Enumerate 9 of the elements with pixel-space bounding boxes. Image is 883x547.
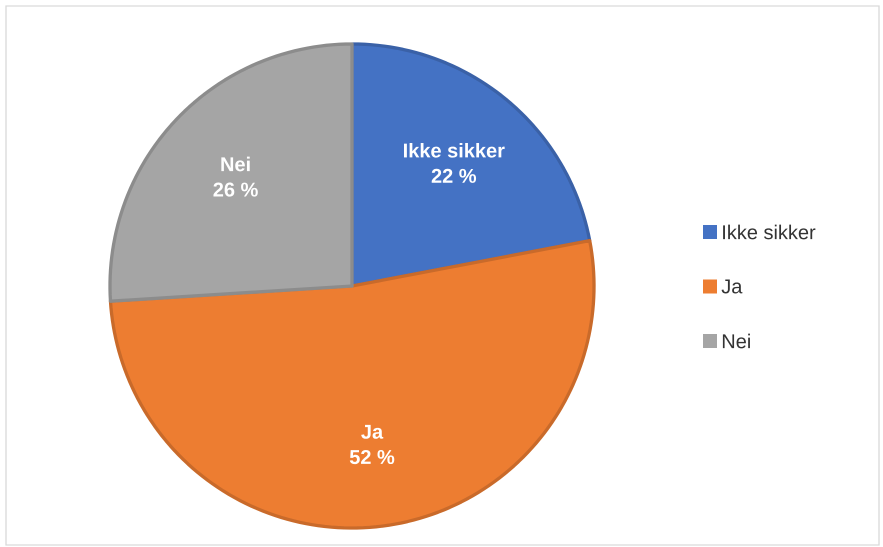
- slice-label: Nei: [221, 156, 250, 172]
- slice-label: Ja: [361, 424, 384, 439]
- legend-label: Ikke sikker: [723, 224, 816, 240]
- legend-label: Ja: [722, 280, 742, 294]
- data-label: 22 %: [432, 168, 476, 183]
- slice-label: Ikke sikker: [404, 142, 505, 158]
- legend-label: Nei: [722, 334, 750, 348]
- data-label: 52 %: [350, 450, 394, 464]
- data-label: 26 %: [213, 182, 258, 197]
